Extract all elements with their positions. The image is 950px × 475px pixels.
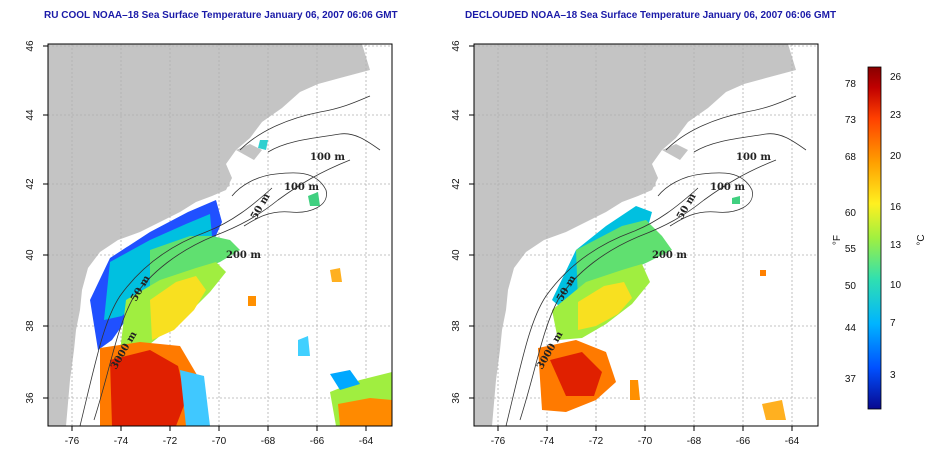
left-sst-field <box>90 140 392 426</box>
colorbar-fahrenheit-tick: 50 <box>845 281 857 292</box>
left-xtick-label: -72 <box>163 436 178 447</box>
left-xtick-label: -68 <box>261 436 276 447</box>
colorbar-celsius-tick: 26 <box>890 72 902 83</box>
right-contour-label-1: 100 m <box>736 152 771 163</box>
right-ytick-label: 40 <box>451 249 462 261</box>
left-contour-label-2: 100 m <box>284 182 319 193</box>
right-contours <box>505 95 807 426</box>
colorbar-fahrenheit-tick: 78 <box>845 79 857 90</box>
colorbar-fahrenheit-tick: 68 <box>845 152 857 163</box>
left-map-frame <box>47 43 393 427</box>
colorbar-fahrenheit-tick: 44 <box>845 323 857 334</box>
colorbar-celsius-tick: 10 <box>890 280 902 291</box>
left-axis-ticks: -76 -74 -72 -70 -68 -66 -64 36 38 40 42 44 46 <box>25 40 374 447</box>
colorbar-celsius-tick: 20 <box>890 151 902 162</box>
colorbar-fahrenheit-tick: 60 <box>845 208 857 219</box>
left-ytick-label: 42 <box>25 178 36 190</box>
left-contour-label-1: 100 m <box>310 152 345 163</box>
right-contour-label-4: 200 m <box>652 250 687 261</box>
right-panel-title: DECLOUDED NOAA–18 Sea Surface Temperatur… <box>465 10 837 21</box>
left-xtick-label: -66 <box>310 436 325 447</box>
right-map-panel: 100 m 100 m 50 m 200 m 50 m 3000 m -76 -7… <box>451 40 819 447</box>
right-ytick-label: 38 <box>451 320 462 332</box>
right-xtick-label: -74 <box>540 436 555 447</box>
left-ytick-label: 40 <box>25 249 36 261</box>
right-contour-label-2: 100 m <box>710 182 745 193</box>
colorbar-celsius-tick: 13 <box>890 240 902 251</box>
colorbar-celsius-tick: 23 <box>890 110 902 121</box>
colorbar-fahrenheit-tick: 37 <box>845 374 857 385</box>
left-map-content: 100 m 100 m 50 m 200 m 50 m 3000 m <box>48 44 392 426</box>
right-xtick-label: -72 <box>589 436 604 447</box>
right-xtick-label: -66 <box>736 436 751 447</box>
colorbar-celsius-tick: 3 <box>890 370 896 381</box>
colorbar-celsius-tick: 16 <box>890 202 902 213</box>
left-contours <box>79 95 381 426</box>
right-grid <box>474 44 818 426</box>
right-map-frame <box>473 43 819 427</box>
right-axis-ticks: -76 -74 -72 -70 -68 -66 -64 36 38 40 42 44 46 <box>451 40 800 447</box>
right-xtick-label: -68 <box>687 436 702 447</box>
left-xtick-label: -76 <box>65 436 80 447</box>
colorbar-celsius-label: °C <box>916 234 927 245</box>
left-ytick-label: 38 <box>25 320 36 332</box>
right-sst-field <box>538 196 786 420</box>
right-ytick-label: 36 <box>451 392 462 404</box>
left-ytick-label: 36 <box>25 392 36 404</box>
right-ytick-label: 44 <box>451 109 462 121</box>
right-xtick-label: -70 <box>638 436 653 447</box>
left-map-panel: 100 m 100 m 50 m 200 m 50 m 3000 m -76 -7… <box>25 40 393 447</box>
colorbar-gradient <box>867 66 882 410</box>
colorbar-fahrenheit-label: °F <box>832 235 843 245</box>
right-xtick-label: -76 <box>491 436 506 447</box>
left-contour-label-4: 200 m <box>226 250 261 261</box>
colorbar-fahrenheit-tick: 55 <box>845 244 857 255</box>
colorbar-celsius-tick: 7 <box>890 318 896 329</box>
right-ytick-label: 42 <box>451 178 462 190</box>
left-xtick-label: -64 <box>359 436 374 447</box>
colorbar-fahrenheit-tick: 73 <box>845 115 857 126</box>
right-ytick-label: 46 <box>451 40 462 52</box>
left-xtick-label: -70 <box>212 436 227 447</box>
left-xtick-label: -74 <box>114 436 129 447</box>
right-land <box>474 44 796 426</box>
left-panel-title: RU COOL NOAA–18 Sea Surface Temperature … <box>44 10 398 21</box>
right-xtick-label: -64 <box>785 436 800 447</box>
left-ytick-label: 44 <box>25 109 36 121</box>
left-ytick-label: 46 <box>25 40 36 52</box>
